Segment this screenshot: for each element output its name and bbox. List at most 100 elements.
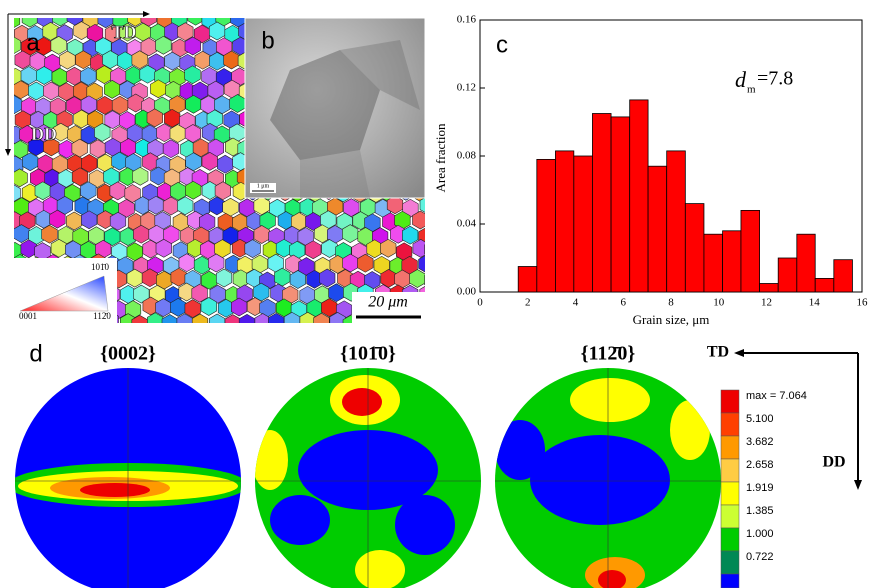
grain (432, 51, 448, 69)
grain (22, 9, 38, 27)
grain (217, 155, 233, 173)
x-tick-label: 14 (809, 297, 821, 309)
legend-label: 1.385 (746, 505, 774, 517)
legend-label: 1.000 (746, 528, 774, 540)
pole-title: {112̄0} (581, 343, 636, 365)
histogram: 0.000.040.080.120.160246810121416 (457, 14, 868, 309)
contour (530, 435, 670, 525)
grain (43, 82, 59, 100)
bar (648, 166, 667, 292)
grain (433, 227, 449, 245)
legend-swatch (721, 551, 739, 574)
bar (574, 156, 593, 292)
grain (209, 314, 225, 332)
grain (163, 140, 179, 158)
grain (434, 256, 450, 274)
legend-swatch (721, 528, 739, 551)
y-tick-label: 0.00 (457, 286, 477, 298)
legend-swatch (721, 482, 739, 505)
legend-swatch (721, 574, 739, 588)
grain (225, 315, 241, 333)
grain (440, 9, 456, 27)
grain (426, 95, 442, 113)
contour (495, 420, 545, 480)
ipf-label: 112̄0 (93, 311, 111, 321)
legend-label: max = 7.064 (746, 390, 807, 402)
legend-label: 1.919 (746, 482, 774, 494)
contour (570, 378, 650, 422)
bar (741, 210, 760, 292)
y-tick-label: 0.08 (457, 150, 477, 162)
legend-swatch (721, 413, 739, 436)
pole-title: {101̄0} (340, 343, 396, 365)
grain (440, 270, 456, 288)
grain (439, 239, 455, 257)
legend-swatch (721, 505, 739, 528)
grain (413, 239, 429, 257)
arrowhead (5, 149, 11, 156)
grain (239, 314, 255, 332)
grain (97, 96, 113, 114)
grain (433, 81, 449, 99)
grain (426, 299, 442, 317)
grain (216, 269, 232, 287)
pole-figure (252, 368, 481, 588)
grain (329, 284, 345, 302)
contour (80, 483, 150, 497)
grain (427, 214, 443, 232)
bar (518, 267, 537, 293)
grain (449, 314, 465, 332)
grain (268, 313, 284, 331)
legend-swatch (721, 459, 739, 482)
grain (428, 8, 444, 26)
bar (611, 117, 630, 292)
dd-label: DD (31, 124, 57, 144)
y-axis-label: Area fraction (433, 123, 448, 192)
x-tick-label: 8 (668, 297, 674, 309)
x-tick-label: 16 (857, 297, 869, 309)
y-tick-label: 0.16 (457, 14, 477, 26)
td-label: TD (707, 344, 729, 361)
x-tick-label: 4 (573, 297, 579, 309)
contour (395, 495, 455, 555)
grain (188, 7, 204, 25)
grain (435, 25, 451, 43)
grain (147, 313, 163, 331)
grain (435, 315, 451, 333)
grain (450, 256, 466, 274)
legend-label: 3.682 (746, 436, 774, 448)
grain (424, 67, 440, 85)
bar (630, 100, 648, 292)
bar (723, 231, 741, 292)
bar (797, 234, 815, 292)
legend-label: 2.658 (746, 459, 774, 471)
y-tick-label: 0.04 (457, 218, 477, 230)
pole-figure (495, 368, 721, 588)
bar (760, 284, 779, 293)
bar (592, 114, 611, 293)
x-tick-label: 12 (761, 297, 772, 309)
grain (433, 284, 449, 302)
annotation-text: =7.8 (757, 68, 793, 90)
tem-scale: 1 μm (257, 183, 270, 189)
contour-legend: max = 7.0645.1003.6822.6581.9191.3851.00… (721, 390, 807, 588)
grain (441, 301, 457, 319)
grain (194, 256, 210, 274)
pole-figure (8, 368, 248, 588)
grain (450, 198, 466, 216)
grain (440, 66, 456, 84)
bar (537, 159, 556, 292)
grain (425, 271, 441, 289)
x-axis-label: Grain size, μm (633, 312, 710, 327)
x-tick-label: 0 (477, 297, 483, 309)
contour (270, 495, 330, 545)
legend-label: 0.722 (746, 551, 774, 563)
pole-title: {0002} (100, 343, 156, 365)
grain (66, 212, 82, 230)
grain (177, 314, 193, 332)
ipf-label: 101̄0 (91, 262, 110, 272)
grain (449, 54, 465, 72)
arrowhead (854, 480, 862, 490)
grain (442, 97, 458, 115)
bar (685, 204, 704, 292)
